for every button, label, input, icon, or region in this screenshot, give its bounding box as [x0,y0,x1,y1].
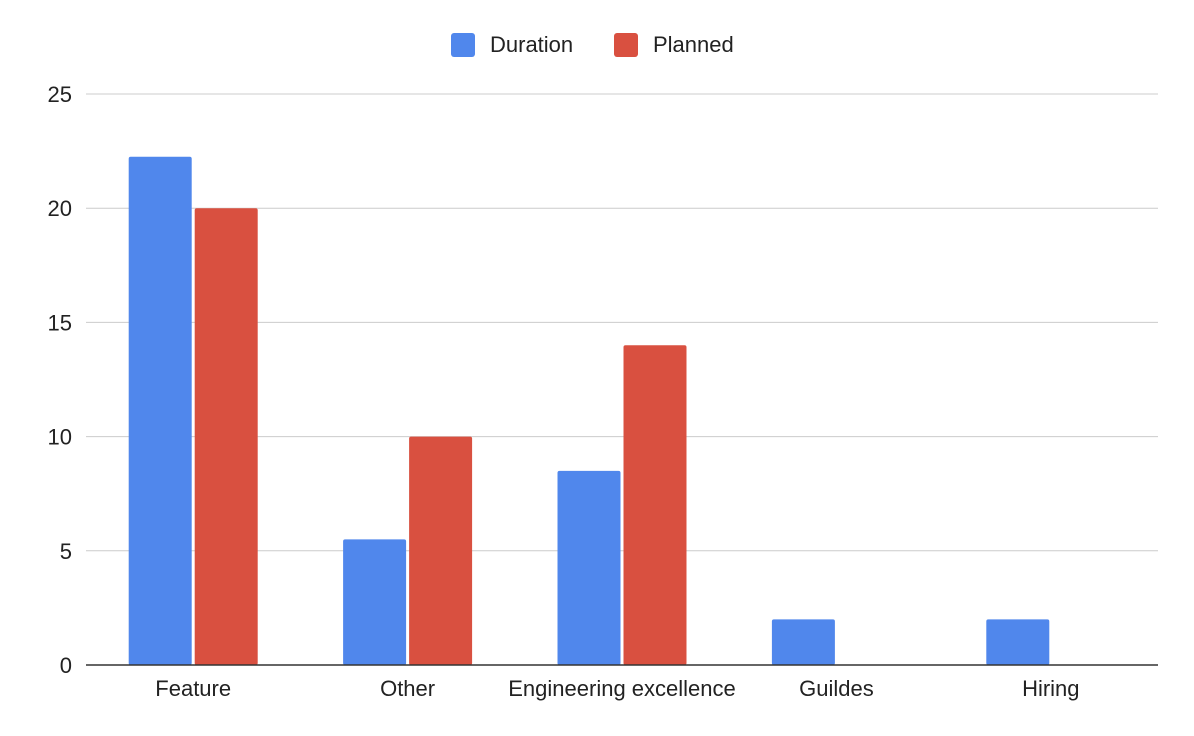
bar-planned-1 [409,436,473,665]
legend: Duration Planned [451,32,734,57]
bar-duration-3 [771,619,835,665]
x-category-label: Guildes [799,676,874,701]
legend-swatch-planned [614,33,638,57]
bar-duration-0 [128,156,192,665]
y-tick-label: 20 [48,196,72,221]
bar-duration-2 [557,470,621,665]
bars [128,156,1050,665]
bar-duration-4 [986,619,1050,665]
y-tick-label: 5 [60,539,72,564]
x-category-label: Other [380,676,435,701]
x-axis-categories: Feature Other Engineering excellence Guilde… [155,676,1079,701]
legend-label-planned: Planned [653,32,734,57]
x-category-label: Hiring [1022,676,1079,701]
bar-duration-1 [343,539,407,665]
x-category-label: Feature [155,676,231,701]
legend-swatch-duration [451,33,475,57]
y-tick-label: 15 [48,310,72,335]
y-tick-label: 10 [48,425,72,450]
bar-planned-2 [623,345,687,665]
y-tick-label: 25 [48,82,72,107]
legend-label-duration: Duration [490,32,573,57]
x-category-label: Engineering excellence [508,676,736,701]
y-tick-label: 0 [60,653,72,678]
bar-planned-0 [194,208,258,665]
gridlines [86,93,1158,552]
y-axis-ticks: 0 5 10 15 20 25 [48,82,72,678]
